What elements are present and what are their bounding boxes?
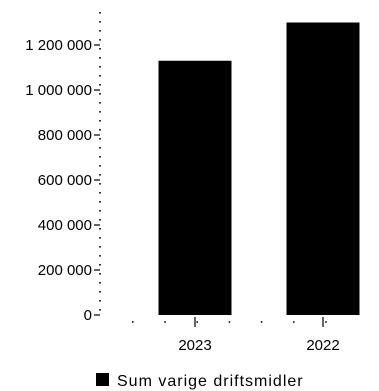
- y-tick-label: 1 000 000: [25, 82, 92, 99]
- legend-label: Sum varige driftsmidler: [117, 373, 304, 390]
- y-axis-ticks: 0 200 000 400 000 600 000 800 000 1 000 000 1 …: [25, 37, 100, 324]
- x-tick-label: 2023: [178, 337, 211, 354]
- y-tick-label: 0: [84, 307, 92, 324]
- legend-swatch: [96, 373, 109, 386]
- x-axis-ticks: 2023 2022: [178, 317, 340, 354]
- bars: [158, 22, 360, 315]
- bar-2022: [286, 22, 360, 315]
- bar-2023: [158, 60, 232, 315]
- y-tick-label: 1 200 000: [25, 37, 92, 54]
- axes: [99, 12, 357, 323]
- x-tick-label: 2022: [306, 337, 339, 354]
- y-tick-label: 400 000: [38, 217, 92, 234]
- y-tick-label: 200 000: [38, 262, 92, 279]
- legend: Sum varige driftsmidler: [96, 373, 304, 390]
- y-tick-label: 800 000: [38, 127, 92, 144]
- y-tick-label: 600 000: [38, 172, 92, 189]
